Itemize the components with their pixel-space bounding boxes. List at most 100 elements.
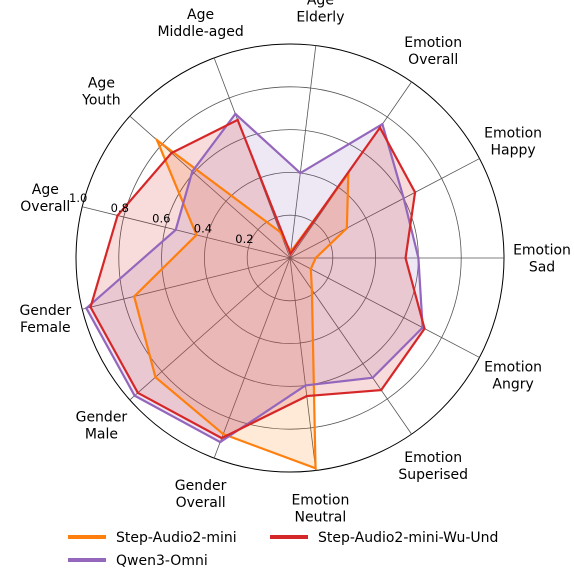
data-point-0-10 xyxy=(314,467,317,470)
axis-label-line: Male xyxy=(85,427,118,443)
data-point-0-0 xyxy=(314,256,317,260)
grid-spoke-12 xyxy=(289,257,480,358)
data-point-2-9 xyxy=(220,436,223,440)
axis-label-line: Youth xyxy=(81,92,121,108)
data-point-1-8 xyxy=(133,394,136,397)
data-point-2-8 xyxy=(136,391,140,395)
axis-label-line: Age xyxy=(187,7,214,23)
data-point-0-5 xyxy=(155,139,159,142)
data-point-1-6 xyxy=(174,228,177,232)
grid-spoke-10 xyxy=(289,257,317,471)
axis-label-line: Angry xyxy=(492,377,533,393)
data-point-0-9 xyxy=(222,432,225,436)
axis-label-line: Gender xyxy=(76,410,128,426)
axis-label-line: Neutral xyxy=(295,510,347,526)
data-point-2-0 xyxy=(404,256,407,260)
data-point-2-10 xyxy=(305,394,308,398)
axis-label-line: Overall xyxy=(408,52,458,68)
data-point-2-6 xyxy=(116,214,119,217)
axis-label-line: Age xyxy=(32,182,59,198)
axis-label-line: Age xyxy=(88,75,115,91)
series-fill-1 xyxy=(86,113,423,443)
axis-label-line: Emotion xyxy=(484,125,542,141)
axis-label-line: Overall xyxy=(176,495,226,511)
axis-label-line: Happy xyxy=(491,142,536,158)
axis-label-line: Emotion xyxy=(404,35,462,51)
data-point-0-11 xyxy=(310,288,314,291)
series-line-2 xyxy=(89,118,426,440)
grid-spoke-7 xyxy=(82,257,291,310)
data-point-0-6 xyxy=(195,233,198,237)
grid-spoke-1 xyxy=(289,158,480,259)
grid-spoke-9 xyxy=(213,257,291,459)
legend: Step-Audio2-mini Step-Audio2-mini-Wu-Und Q… xyxy=(68,530,498,569)
data-point-2-3 xyxy=(289,252,292,255)
data-point-1-9 xyxy=(218,440,222,444)
grid-spoke-3 xyxy=(289,45,317,259)
axis-label-line: Gender xyxy=(175,478,227,494)
data-point-1-7 xyxy=(85,306,88,310)
axis-label-line: Middle-aged xyxy=(157,24,243,40)
series-fill-0 xyxy=(134,140,349,469)
data-point-2-1 xyxy=(413,191,417,194)
data-point-1-1 xyxy=(402,197,405,200)
axis-label-line: Emotion xyxy=(404,450,462,466)
axis-label-line: Elderly xyxy=(296,9,344,25)
data-point-1-0 xyxy=(417,256,420,260)
axis-label-line: Age xyxy=(307,0,334,8)
series-layer xyxy=(84,112,426,470)
axis-label-line: Sad xyxy=(529,260,555,276)
legend-item-2: Step-Audio2-mini-Wu-Und xyxy=(270,530,498,546)
data-point-1-2 xyxy=(381,122,384,126)
grid-spoke-8 xyxy=(129,257,291,401)
grid-spoke-11 xyxy=(289,257,412,435)
series-fill-2 xyxy=(90,119,425,439)
data-point-1-4 xyxy=(234,112,237,116)
axis-label-line: Overall xyxy=(20,199,70,215)
rtick-label-2: 0.6 xyxy=(152,211,170,225)
data-point-0-8 xyxy=(154,376,157,379)
series-line-1 xyxy=(84,112,424,444)
data-point-2-7 xyxy=(89,305,92,309)
legend-label: Step-Audio2-mini-Wu-Und xyxy=(318,530,498,546)
axis-labels: EmotionSadEmotionHappyEmotionOverallAgeE… xyxy=(20,0,571,526)
axis-label-line: Emotion xyxy=(291,493,349,509)
legend-label: Qwen3-Omni xyxy=(116,553,208,569)
rtick-label-0: 0.2 xyxy=(235,232,253,246)
axis-label-line: Emotion xyxy=(484,360,542,376)
data-point-1-10 xyxy=(304,384,307,387)
data-point-2-4 xyxy=(236,118,239,122)
data-point-1-5 xyxy=(191,170,194,173)
rtick-label-3: 0.8 xyxy=(111,201,129,215)
data-point-2-5 xyxy=(170,151,173,155)
data-point-2-2 xyxy=(378,126,382,129)
data-point-1-11 xyxy=(371,376,374,379)
axis-label-line: Gender xyxy=(20,303,72,319)
data-point-0-1 xyxy=(345,226,349,230)
legend-item-0: Step-Audio2-mini xyxy=(68,530,237,546)
data-point-2-11 xyxy=(379,388,383,392)
data-point-0-7 xyxy=(132,295,136,298)
axis-label-line: Superised xyxy=(398,467,468,483)
axis-label-line: Female xyxy=(20,320,71,336)
rtick-label-1: 0.4 xyxy=(194,222,212,236)
data-point-2-12 xyxy=(423,327,426,330)
rtick-label-4: 1.0 xyxy=(69,191,87,205)
axis-label-line: Emotion xyxy=(513,243,571,259)
data-point-1-3 xyxy=(299,171,302,175)
legend-label: Step-Audio2-mini xyxy=(116,530,237,546)
